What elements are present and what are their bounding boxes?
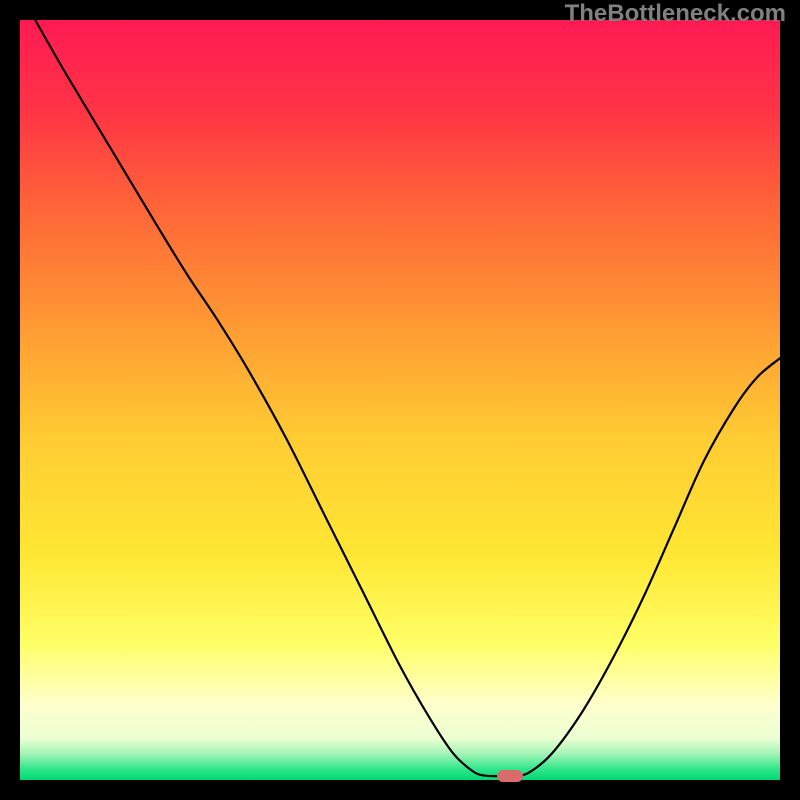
bottleneck-chart: TheBottleneck.com <box>0 0 800 800</box>
plot-area <box>20 20 780 780</box>
bottleneck-curve <box>35 20 780 777</box>
watermark-text: TheBottleneck.com <box>565 0 786 28</box>
curve-layer <box>20 20 780 780</box>
optimal-marker <box>497 770 524 782</box>
